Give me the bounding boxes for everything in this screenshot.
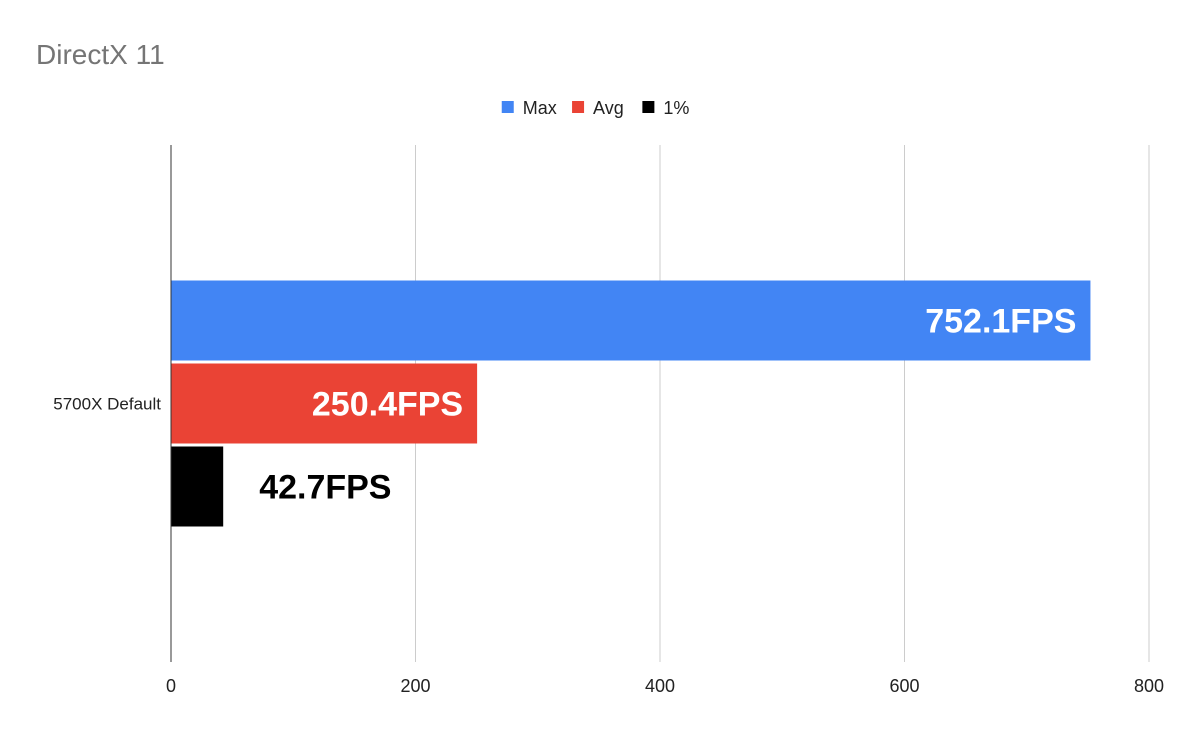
x-tick-label: 800 xyxy=(1134,676,1164,696)
x-tick-label: 0 xyxy=(166,676,176,696)
data-label: 42.7FPS xyxy=(259,469,391,507)
data-labels: 752.1FPS 250.4FPS 42.7FPS xyxy=(259,303,1076,507)
x-tick-label: 200 xyxy=(400,676,430,696)
category-label: 5700X Default xyxy=(53,395,161,414)
gridlines xyxy=(415,145,1150,662)
bar-max xyxy=(171,280,1091,361)
bar-1 xyxy=(171,446,224,527)
data-label: 752.1FPS xyxy=(925,303,1076,341)
data-label: 250.4FPS xyxy=(312,386,463,424)
bar-avg xyxy=(171,363,478,444)
legend-label: Max xyxy=(523,98,557,118)
legend-label: 1% xyxy=(663,98,689,118)
legend: Max Avg 1% xyxy=(501,98,689,118)
bars xyxy=(171,280,1091,527)
legend-swatch xyxy=(501,101,514,113)
legend-label: Avg xyxy=(593,98,624,118)
legend-swatch xyxy=(572,101,585,113)
axes: 0 200 400 600 800 5700X Default xyxy=(53,145,1164,696)
x-tick-label: 600 xyxy=(889,676,919,696)
chart-title: DirectX 11 xyxy=(36,39,165,70)
x-tick-label: 400 xyxy=(645,676,675,696)
legend-swatch xyxy=(642,101,655,113)
